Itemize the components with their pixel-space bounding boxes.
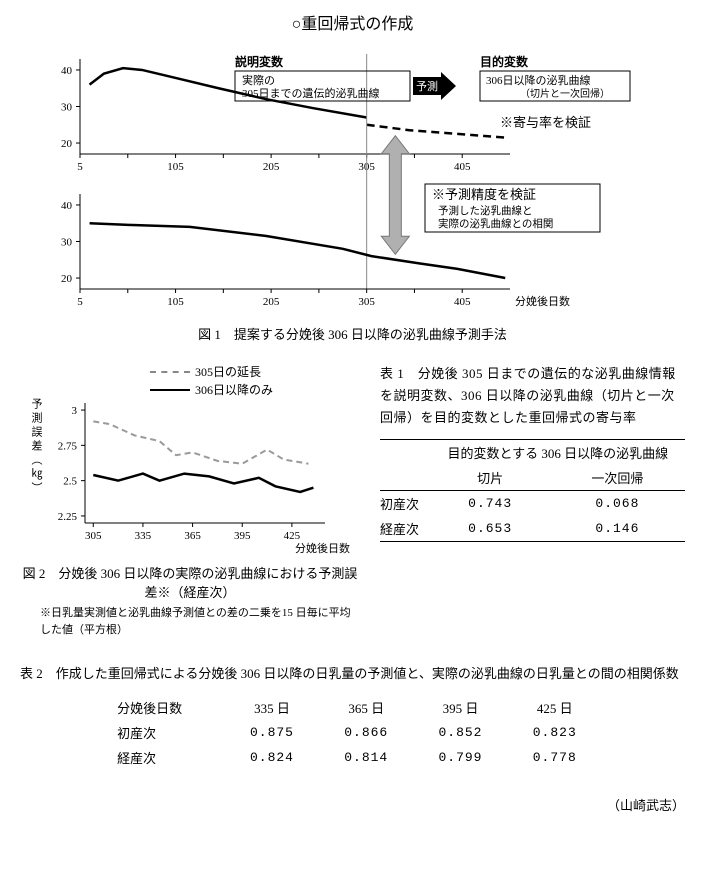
- svg-text:305: 305: [85, 530, 102, 542]
- t1-r2-v2: 0.146: [550, 516, 685, 542]
- svg-text:305: 305: [358, 296, 375, 308]
- table-1: 目的変数とする 306 日以降の泌乳曲線 切片一次回帰 初産次0.7430.06…: [380, 439, 685, 542]
- t2-h4: 425 日: [508, 695, 602, 720]
- svg-text:予測: 予測: [416, 79, 438, 93]
- svg-text:105: 105: [167, 161, 184, 173]
- t2-r2-v2: 0.814: [319, 745, 413, 770]
- legend-dash-icon: [150, 371, 190, 373]
- t2-r1-v2: 0.866: [319, 720, 413, 745]
- table2-caption: 表 2 作成した重回帰式による分娩後 306 日以降の日乳量の予測値と、実際の泌…: [20, 663, 685, 685]
- t2-r2-v4: 0.778: [508, 745, 602, 770]
- svg-text:目的変数: 目的変数: [480, 54, 529, 69]
- t2-r2-v1: 0.824: [225, 745, 319, 770]
- svg-text:105: 105: [167, 296, 184, 308]
- svg-text:30: 30: [61, 102, 73, 114]
- legend-solid-icon: [150, 389, 190, 391]
- svg-text:20: 20: [61, 138, 73, 150]
- svg-text:205: 205: [263, 161, 280, 173]
- svg-text:365: 365: [184, 530, 201, 542]
- t2-r2-v3: 0.799: [413, 745, 507, 770]
- section-title: ○重回帰式の作成: [20, 10, 685, 34]
- svg-text:5: 5: [77, 161, 83, 173]
- svg-text:305日までの遺伝的泌乳曲線: 305日までの遺伝的泌乳曲線: [242, 86, 380, 100]
- fig2-x-label: 分娩後日数: [295, 540, 350, 556]
- t2-h2: 365 日: [319, 695, 413, 720]
- table-2: 分娩後日数 335 日 365 日 395 日 425 日 初産次 0.875 …: [103, 695, 602, 770]
- t1-col2: 一次回帰: [550, 465, 685, 491]
- svg-text:実際の泌乳曲線との相関: 実際の泌乳曲線との相関: [438, 217, 553, 230]
- legend-solid-label: 306日以降のみ: [195, 381, 273, 399]
- svg-text:20: 20: [61, 273, 73, 285]
- svg-text:40: 40: [61, 65, 73, 77]
- author-name: （山崎武志）: [20, 795, 685, 814]
- t2-r1-v3: 0.852: [413, 720, 507, 745]
- svg-text:5: 5: [77, 296, 83, 308]
- fig2-legend: 305日の延長 306日以降のみ: [150, 363, 273, 399]
- t2-h3: 395 日: [413, 695, 507, 720]
- t1-r1-v2: 0.068: [550, 491, 685, 517]
- t2-h0: 分娩後日数: [103, 695, 225, 720]
- figure-2: 305日の延長 306日以降のみ 予測誤差（㎏） 2.25 2.5 2.75 3 305…: [20, 363, 360, 558]
- svg-text:予測した泌乳曲線と: 予測した泌乳曲線と: [438, 204, 533, 217]
- svg-text:※寄与率を検証: ※寄与率を検証: [500, 115, 591, 130]
- svg-text:※予測精度を検証: ※予測精度を検証: [432, 187, 536, 202]
- t1-r1-v1: 0.743: [431, 491, 550, 517]
- t1-col1: 切片: [431, 465, 550, 491]
- t1-header-span: 目的変数とする 306 日以降の泌乳曲線: [431, 440, 685, 466]
- fig1-caption: 図 1 提案する分娩後 306 日以降の泌乳曲線予測手法: [20, 324, 685, 343]
- t2-r1-label: 初産次: [103, 720, 225, 745]
- fig1-svg: 20304051052053054052030405105205305405説明…: [20, 39, 685, 319]
- table1-caption: 表 1 分娩後 305 日までの遺伝的な泌乳曲線情報を説明変数、306 日以降の…: [380, 363, 685, 429]
- svg-text:2.75: 2.75: [58, 440, 78, 452]
- svg-text:306日以降の泌乳曲線: 306日以降の泌乳曲線: [486, 73, 591, 87]
- legend-dash-label: 305日の延長: [195, 363, 261, 381]
- t2-r1-v4: 0.823: [508, 720, 602, 745]
- svg-text:3: 3: [72, 405, 78, 417]
- fig2-y-label: 予測誤差（㎏）: [28, 398, 44, 496]
- figure-1: 20304051052053054052030405105205305405説明…: [20, 39, 685, 319]
- svg-text:実際の: 実際の: [242, 73, 275, 87]
- fig2-caption: 図 2 分娩後 306 日以降の実際の泌乳曲線における予測誤差※（経産次）: [20, 563, 360, 601]
- fig2-note: ※日乳量実測値と泌乳曲線予測値との差の二乗を15 日毎に平均した値（平方根）: [20, 605, 360, 638]
- t1-r2-label: 経産次: [380, 516, 431, 542]
- t2-r1-v1: 0.875: [225, 720, 319, 745]
- svg-text:30: 30: [61, 237, 73, 249]
- svg-text:2.25: 2.25: [58, 511, 78, 523]
- svg-text:335: 335: [135, 530, 152, 542]
- svg-text:（切片と一次回帰）: （切片と一次回帰）: [520, 87, 610, 100]
- svg-text:2.5: 2.5: [63, 476, 77, 488]
- svg-text:395: 395: [234, 530, 251, 542]
- svg-text:205: 205: [263, 296, 280, 308]
- svg-text:分娩後日数: 分娩後日数: [515, 294, 570, 308]
- t1-r2-v1: 0.653: [431, 516, 550, 542]
- svg-text:405: 405: [454, 161, 471, 173]
- svg-text:説明変数: 説明変数: [235, 54, 284, 69]
- svg-text:40: 40: [61, 200, 73, 212]
- svg-text:405: 405: [454, 296, 471, 308]
- t2-r2-label: 経産次: [103, 745, 225, 770]
- t1-r1-label: 初産次: [380, 491, 431, 517]
- t2-h1: 335 日: [225, 695, 319, 720]
